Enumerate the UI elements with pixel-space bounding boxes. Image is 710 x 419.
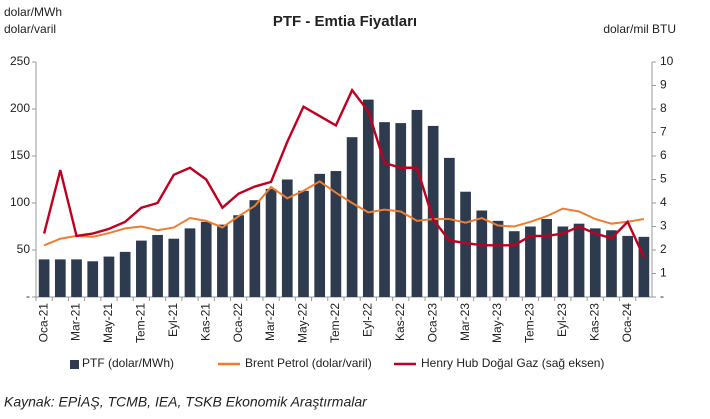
bar xyxy=(557,226,569,297)
y2-tick-label: 4 xyxy=(660,195,667,209)
y2-tick-label: 1 xyxy=(660,266,667,280)
bar xyxy=(395,123,407,297)
x-tick-label: Mar-21 xyxy=(69,303,83,341)
bar xyxy=(508,231,520,297)
bar xyxy=(168,238,180,297)
bar xyxy=(346,137,358,297)
x-tick-label: Tem-21 xyxy=(134,303,148,343)
y2-tick-label: 9 xyxy=(660,78,667,92)
line xyxy=(42,87,645,258)
bar xyxy=(622,235,634,297)
x-tick-label: May-22 xyxy=(296,303,310,343)
y2-tick-label: 6 xyxy=(660,148,667,162)
y2-tick-label: 2 xyxy=(660,242,667,256)
x-tick-label: Mar-22 xyxy=(263,303,277,341)
x-tick-label: Eyl-22 xyxy=(360,303,374,337)
bar xyxy=(427,125,439,297)
bar xyxy=(184,228,196,297)
bar xyxy=(314,173,326,297)
bar xyxy=(103,256,115,297)
bar xyxy=(71,259,82,297)
legend-swatch xyxy=(70,360,79,369)
bar xyxy=(606,230,617,297)
bar xyxy=(638,236,650,297)
y-tick-label: 200 xyxy=(10,101,30,115)
y-tick-label: - xyxy=(26,289,30,303)
bar xyxy=(525,226,536,297)
y-tick-label: 100 xyxy=(10,195,30,209)
x-tick-label: Eyl-21 xyxy=(166,303,180,337)
y2-tick-label: 10 xyxy=(660,54,674,68)
bar xyxy=(200,221,212,297)
bar xyxy=(298,190,309,297)
bar xyxy=(136,240,147,297)
x-tick-label: Mar-23 xyxy=(458,303,472,341)
x-tick-label: Kas-21 xyxy=(198,303,212,341)
x-tick-label: Tem-23 xyxy=(523,303,537,343)
bar xyxy=(476,210,488,297)
bar xyxy=(589,228,601,297)
x-tick-label: Kas-23 xyxy=(587,303,601,341)
bar xyxy=(541,218,552,297)
x-tick-label: May-23 xyxy=(490,303,504,343)
x-tick-label: Oca-22 xyxy=(231,303,245,343)
bar xyxy=(460,191,471,297)
bar xyxy=(119,251,131,297)
y2-tick-label: 8 xyxy=(660,101,667,115)
y2-tick-label: 3 xyxy=(660,219,667,233)
y-tick-label: 150 xyxy=(10,148,30,162)
x-tick-label: May-21 xyxy=(101,303,115,343)
bar xyxy=(492,220,504,297)
bar xyxy=(87,261,99,297)
bar xyxy=(54,259,66,297)
legend-label: Henry Hub Doğal Gaz (sağ eksen) xyxy=(421,356,604,370)
y-axis-label: dolar/MWh xyxy=(4,5,62,19)
legend-label: PTF (dolar/MWh) xyxy=(82,356,174,370)
y-tick-label: 50 xyxy=(17,242,31,256)
bar xyxy=(265,188,277,297)
bar xyxy=(573,223,585,297)
x-tick-label: Eyl-23 xyxy=(555,303,569,337)
source: Kaynak: EPİAŞ, TCMB, IEA, TSKB Ekonomik … xyxy=(4,394,368,410)
bar xyxy=(411,109,423,297)
x-tick-label: Oca-24 xyxy=(620,303,634,343)
bar xyxy=(249,200,261,297)
y-axis-label: dolar/varil xyxy=(4,22,56,36)
y2-tick-label: 5 xyxy=(660,172,667,186)
bar xyxy=(330,171,342,297)
bar xyxy=(152,234,163,297)
bar xyxy=(217,224,228,297)
x-tick-label: Tem-22 xyxy=(328,303,342,343)
y2-tick-label: - xyxy=(660,289,664,303)
legend-label: Brent Petrol (dolar/varil) xyxy=(245,356,372,370)
y-tick-label: 250 xyxy=(10,54,30,68)
bar xyxy=(281,179,293,297)
x-tick-label: Kas-22 xyxy=(393,303,407,341)
x-tick-label: Oca-21 xyxy=(36,303,50,343)
bar xyxy=(444,157,455,297)
y2-tick-label: 7 xyxy=(660,125,667,139)
line xyxy=(43,180,645,247)
bar xyxy=(38,259,50,297)
bar xyxy=(233,215,244,297)
x-tick-label: Oca-23 xyxy=(425,303,439,343)
y2-axis-label: dolar/mil BTU xyxy=(603,22,676,36)
chart-title: PTF - Emtia Fiyatları xyxy=(273,13,417,30)
bar xyxy=(362,99,374,297)
